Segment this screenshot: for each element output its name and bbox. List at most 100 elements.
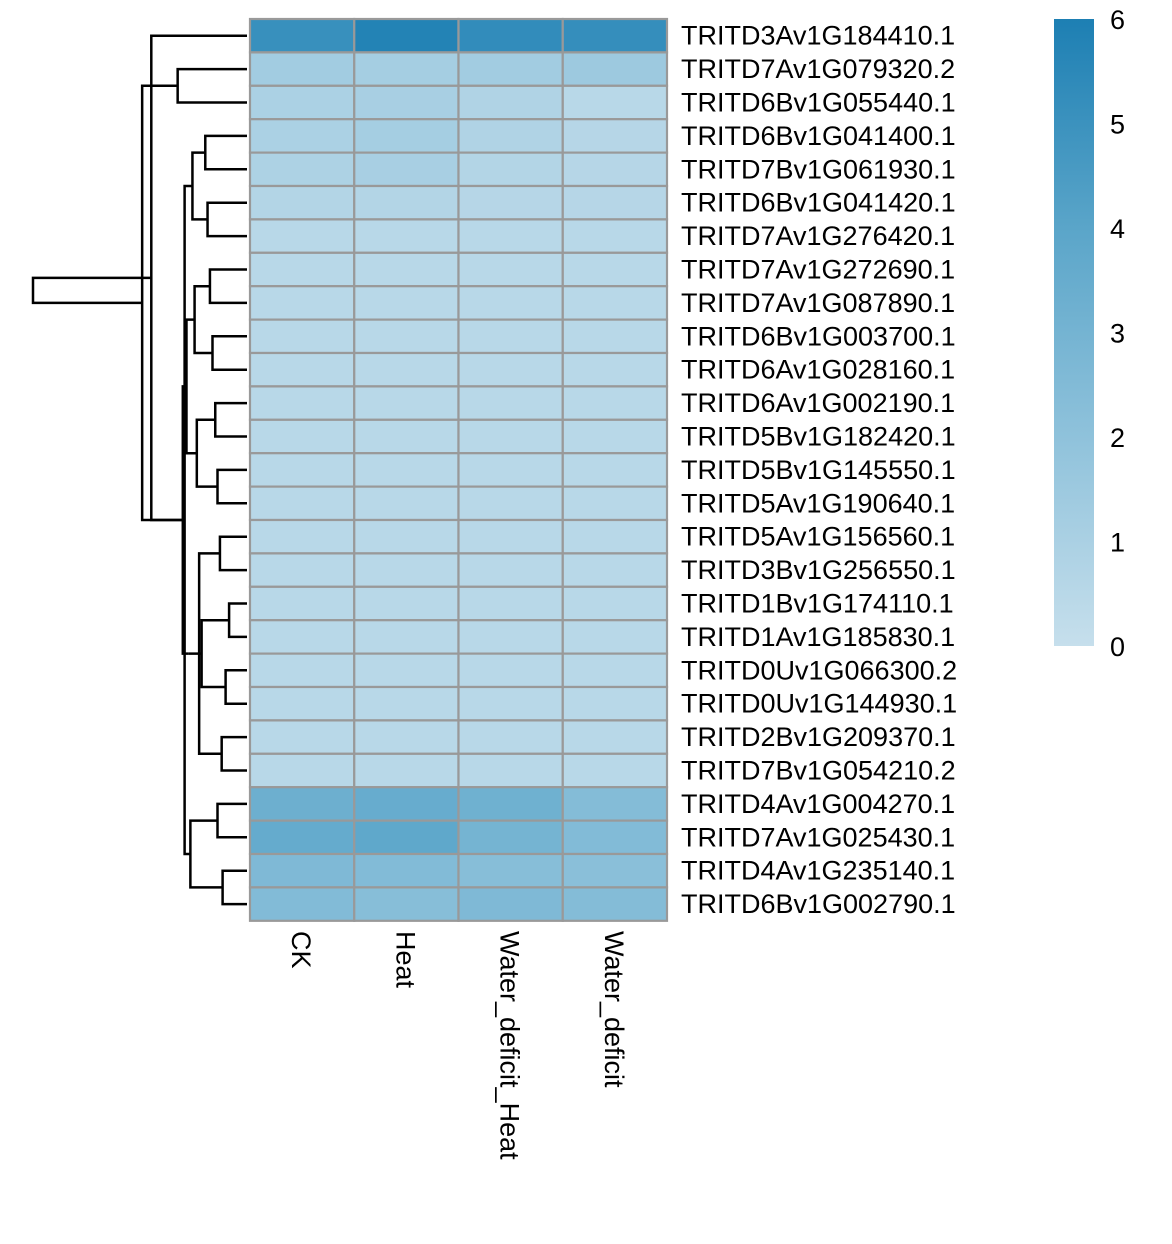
legend-tick-label: 6: [1110, 5, 1125, 35]
heatmap-cell: [561, 218, 669, 254]
legend-tick-label: 2: [1110, 423, 1125, 453]
heatmap-cell: [561, 418, 669, 455]
heatmap-cell: [353, 251, 460, 288]
row-label: TRITD2Bv1G209370.1: [681, 722, 956, 752]
heatmap-cell: [248, 585, 356, 622]
row-label: TRITD7Av1G276420.1: [681, 221, 955, 251]
heatmap-cell: [248, 251, 356, 288]
row-label: TRITD5Av1G190640.1: [681, 488, 955, 518]
heatmap-cell: [353, 719, 460, 755]
row-label: TRITD6Bv1G003700.1: [681, 321, 956, 351]
heatmap-cell: [457, 752, 564, 789]
heatmap-cell: [457, 652, 564, 689]
heatmap-cell: [353, 819, 460, 856]
heatmap-cell: [561, 819, 669, 856]
row-label: TRITD5Av1G156560.1: [681, 522, 955, 552]
heatmap-cell: [561, 485, 669, 522]
heatmap-cell: [248, 51, 356, 87]
heatmap-cell: [561, 385, 669, 421]
row-label: TRITD4Av1G004270.1: [681, 789, 955, 819]
heatmap-cell: [457, 84, 564, 121]
heatmap-cell: [561, 84, 669, 121]
heatmap-cell: [353, 619, 460, 655]
heatmap-cell: [248, 151, 356, 188]
heatmap-cell: [248, 351, 356, 388]
heatmap-cell: [457, 218, 564, 254]
heatmap-cell: [457, 418, 564, 455]
row-label: TRITD7Bv1G061930.1: [681, 154, 956, 184]
heatmap-cell: [561, 518, 669, 555]
heatmap-cell: [561, 585, 669, 622]
heatmap-cell: [561, 652, 669, 689]
row-label: TRITD6Bv1G055440.1: [681, 88, 956, 118]
dendrogram-branch: [221, 869, 247, 906]
heatmap-cell: [457, 51, 564, 87]
heatmap-cell: [457, 452, 564, 488]
heatmap-cell: [457, 685, 564, 722]
heatmap-cell: [353, 418, 460, 455]
heatmap-cell: [248, 184, 356, 221]
heatmap-cell: [353, 118, 460, 154]
dendrogram-branch: [193, 284, 213, 355]
legend-tick-label: 1: [1110, 528, 1125, 558]
heatmap-cell: [353, 84, 460, 121]
heatmap-cell: [353, 752, 460, 789]
heatmap-cell: [457, 518, 564, 555]
row-label: TRITD3Av1G184410.1: [681, 21, 955, 51]
heatmap-cell: [248, 652, 356, 689]
dendrogram-branch: [200, 618, 230, 689]
legend-tick-label: 0: [1110, 632, 1125, 662]
heatmap-cell: [561, 184, 669, 221]
heatmap-cell: [353, 318, 460, 355]
row-label: TRITD6Bv1G002790.1: [681, 889, 956, 919]
heatmap-cell: [561, 285, 669, 321]
heatmap-cell: [457, 585, 564, 622]
dendrogram-branch: [211, 335, 247, 371]
heatmap-cell: [248, 84, 356, 121]
row-label: TRITD6Bv1G041400.1: [681, 121, 956, 151]
heatmap-cell: [457, 385, 564, 421]
heatmap-cell: [561, 118, 669, 154]
heatmap-cell: [248, 819, 356, 856]
heatmap-cell: [353, 518, 460, 555]
dendrogram-branch: [185, 318, 197, 455]
heatmap-cell: [561, 619, 669, 655]
heatmap-cell: [353, 351, 460, 388]
heatmap-cell: [457, 485, 564, 522]
heatmap-cell: [248, 385, 356, 421]
dendrogram-branch: [206, 201, 247, 238]
heatmap-cell: [457, 619, 564, 655]
dendrogram-branch: [216, 802, 247, 839]
row-label: TRITD6Av1G028160.1: [681, 355, 955, 385]
legend-tick-label: 5: [1110, 110, 1125, 140]
heatmap-cell: [457, 251, 564, 288]
dendrogram-branch: [189, 819, 223, 889]
dendrogram-branch: [220, 735, 247, 772]
heatmap-cell: [248, 752, 356, 789]
heatmap-cell: [353, 385, 460, 421]
heatmap-cell: [353, 685, 460, 722]
dendrogram-branch: [183, 184, 193, 856]
heatmap-cell: [353, 17, 460, 54]
heatmap-cell: [248, 886, 356, 922]
heatmap-cell: [248, 786, 356, 822]
dendrogram-branch: [31, 276, 152, 305]
row-dendrogram: [31, 34, 247, 906]
legend-tick-label: 3: [1110, 319, 1125, 349]
column-label: Water_deficit: [599, 931, 629, 1088]
heatmap-cell: [561, 17, 669, 54]
heatmap-cell: [248, 218, 356, 254]
heatmap-cell: [353, 184, 460, 221]
heatmap-cell: [561, 719, 669, 755]
heatmap-cell: [248, 852, 356, 889]
row-label: TRITD7Av1G079320.2: [681, 54, 955, 84]
row-label: TRITD6Av1G002190.1: [681, 388, 955, 418]
heatmap-cell: [457, 184, 564, 221]
column-label: CK: [286, 931, 316, 969]
heatmap-cell: [561, 151, 669, 188]
dendrogram-branch: [224, 669, 247, 705]
heatmap-cell: [248, 518, 356, 555]
dendrogram-branch: [176, 67, 247, 104]
